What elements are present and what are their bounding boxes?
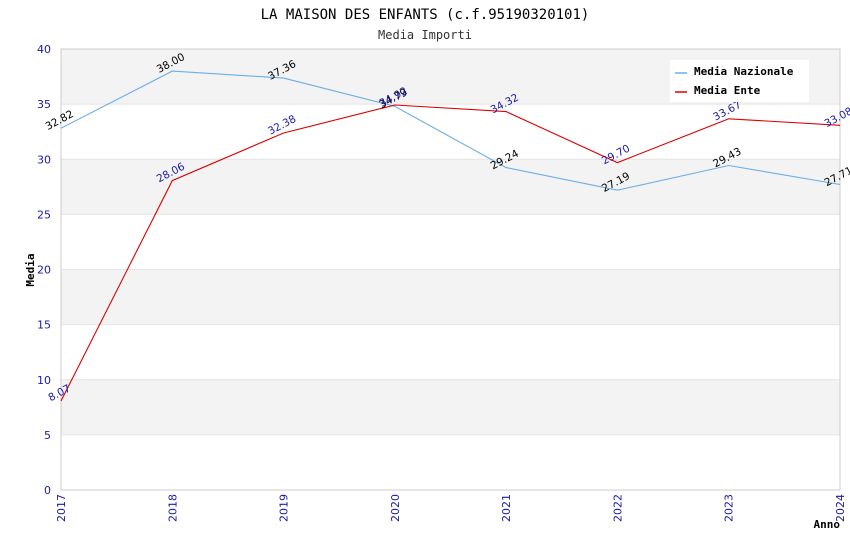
y-tick-label: 20 [37,264,51,277]
series-line-ente [60,104,841,402]
legend: Media Nazionale Media Ente [670,60,809,102]
series-lines [60,70,841,402]
x-tick-label: 2019 [278,494,291,522]
y-tick-label: 40 [37,43,51,56]
x-axis-title: Anno [814,518,841,531]
y-tick-label: 0 [44,484,51,497]
x-tick-label: 2020 [389,494,402,522]
legend-box [670,60,809,102]
chart-title: LA MAISON DES ENFANTS (c.f.95190320101) [261,7,590,23]
plot-band [61,159,840,215]
chart-subtitle: Media Importi [378,28,472,42]
y-tick-label: 25 [37,208,51,221]
x-tick-label: 2021 [500,494,513,522]
legend-label-ente: Media Ente [694,84,761,97]
x-tick-labels: 2017 2018 2019 2020 2021 2022 2023 2024 [55,494,847,522]
y-tick-label: 5 [44,429,51,442]
x-tick-label: 2017 [55,494,68,522]
plot-frame [60,48,841,491]
data-label-nazionale: 32.82 [44,108,76,133]
y-axis-title: Media [24,253,37,286]
x-tick-label: 2022 [611,494,624,522]
legend-label-nazionale: Media Nazionale [694,65,794,78]
y-tick-label: 35 [37,98,51,111]
y-tick-label: 30 [37,153,51,166]
data-label-ente: 33.08 [823,105,850,130]
y-tick-label: 15 [37,319,51,332]
x-tick-label: 2024 [834,494,847,522]
series-line-nazionale [60,70,841,191]
plot-bands [61,49,840,435]
x-tick-label: 2018 [166,494,179,522]
plot-band [61,269,840,325]
y-tick-label: 10 [37,374,51,387]
plot-band [61,379,840,435]
y-tick-labels: 0 5 10 15 20 25 30 35 40 [37,43,51,497]
x-tick-label: 2023 [723,494,736,522]
